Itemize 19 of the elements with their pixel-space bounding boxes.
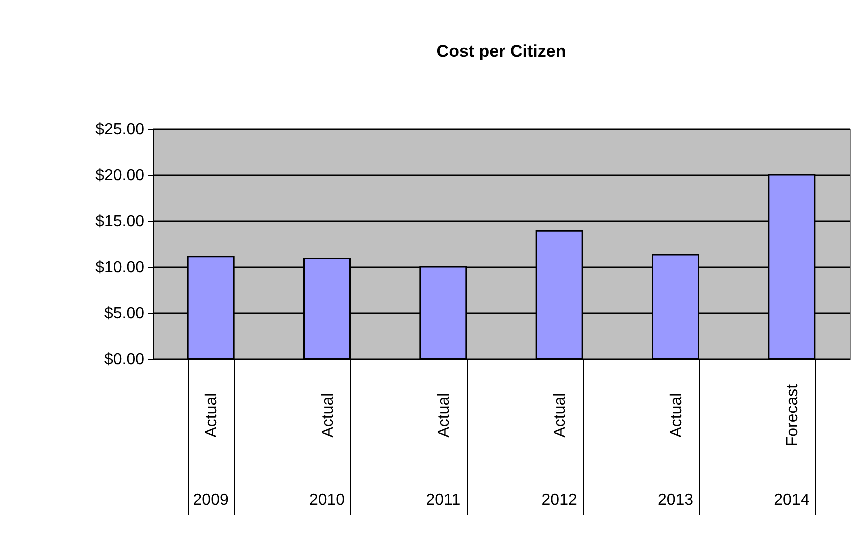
text: 2010 [309,492,346,509]
y-tick-label: $0.00 [104,352,145,368]
y-tick-label: $15.00 [96,214,145,230]
x-tick-label: Actual [668,393,686,438]
y-tick-label: $25.00 [96,122,145,138]
y-tick-label: $20.00 [96,168,145,184]
chart-title: Cost per Citizen [436,42,566,61]
y-tick-label: $5.00 [104,306,145,322]
text: 2011 [426,492,461,509]
text: 2014 [774,492,810,509]
y-tick-label: $10.00 [96,260,145,276]
text: 2013 [658,492,694,509]
x-tick-label: Actual [204,393,221,438]
text: 2009 [193,492,229,509]
x-tick-label: Actual [552,393,570,438]
text: 2012 [542,492,578,509]
x-tick-label: Actual [320,393,337,438]
x-tick-label: Forecast [784,384,802,447]
x-tick-label: Actual [436,393,453,438]
